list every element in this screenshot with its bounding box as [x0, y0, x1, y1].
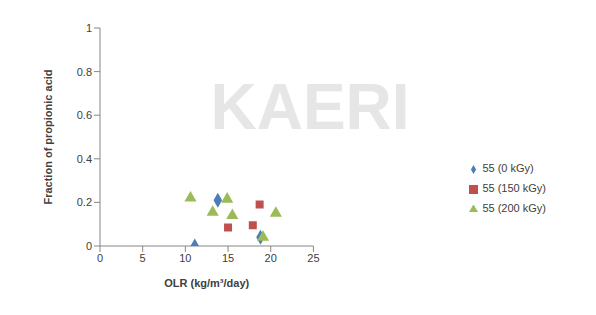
svg-text:1: 1: [86, 22, 92, 34]
svg-text:0.8: 0.8: [77, 66, 92, 78]
svg-text:0: 0: [86, 240, 92, 252]
svg-text:0.2: 0.2: [77, 196, 92, 208]
html-text:55 (150 kGy): 55 (150 kGy): [482, 182, 546, 194]
svg-text:10: 10: [179, 252, 191, 264]
svg-text:OLR (kg/m³/day): OLR (kg/m³/day): [164, 277, 249, 289]
svg-text:0.4: 0.4: [77, 153, 92, 165]
svg-text:5: 5: [140, 252, 146, 264]
svg-text:15: 15: [222, 252, 234, 264]
html-text:KAERI: KAERI: [210, 71, 410, 143]
svg-text:Fraction of propionic acid: Fraction of propionic acid: [42, 69, 54, 204]
svg-text:25: 25: [307, 252, 319, 264]
svg-text:0: 0: [97, 252, 103, 264]
svg-text:20: 20: [265, 252, 277, 264]
html-text:55 (0 kGy): 55 (0 kGy): [482, 162, 534, 174]
svg-text:0.6: 0.6: [77, 109, 92, 121]
html-text:55 (200 kGy): 55 (200 kGy): [482, 202, 546, 214]
